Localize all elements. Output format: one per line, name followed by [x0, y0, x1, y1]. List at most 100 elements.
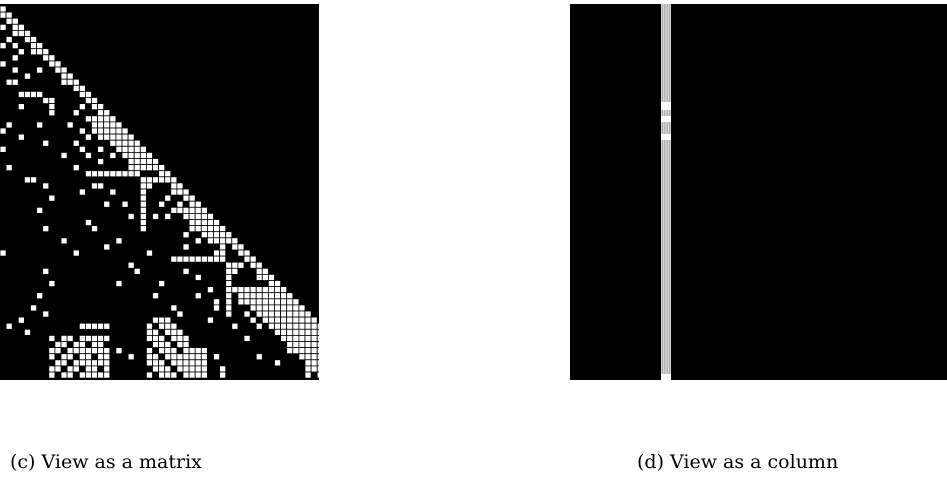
matrix-cell — [78, 103, 86, 111]
matrix-cell — [60, 78, 68, 86]
matrix-cell — [91, 359, 98, 367]
matrix-cell — [133, 267, 141, 275]
matrix-cell — [97, 341, 105, 348]
matrix-cell — [158, 334, 166, 342]
matrix-cell — [310, 353, 318, 361]
matrix-cell — [54, 365, 62, 373]
matrix-cell — [164, 328, 172, 336]
matrix-cell — [194, 273, 202, 281]
matrix-cell — [42, 225, 50, 233]
matrix-cell — [213, 298, 220, 306]
matrix-cell — [139, 219, 147, 226]
matrix-cell — [292, 322, 300, 330]
matrix-cell — [11, 78, 19, 86]
matrix-cell — [274, 304, 281, 312]
matrix-cell — [243, 292, 251, 300]
matrix-cell — [255, 353, 263, 361]
matrix-cell — [0, 145, 7, 153]
matrix-cell — [85, 365, 92, 373]
matrix-cell — [5, 322, 13, 330]
matrix-cell — [115, 133, 123, 141]
matrix-cell — [97, 127, 105, 135]
matrix-cell — [158, 170, 166, 178]
matrix-cell — [0, 5, 7, 13]
matrix-cell — [109, 170, 117, 178]
column-view-panel — [570, 4, 947, 380]
matrix-cell — [152, 292, 159, 300]
matrix-cell — [97, 353, 105, 361]
matrix-cell — [121, 170, 129, 178]
matrix-cell — [182, 365, 190, 373]
matrix-cell — [91, 365, 98, 373]
matrix-cell — [274, 292, 281, 300]
matrix-cell — [17, 48, 25, 56]
matrix-cell — [225, 304, 233, 312]
matrix-cell — [213, 219, 220, 226]
matrix-cell — [78, 145, 86, 153]
matrix-cell — [145, 158, 153, 165]
matrix-cell — [194, 255, 202, 263]
matrix-cell — [182, 353, 190, 361]
matrix-cell — [298, 353, 306, 361]
matrix-cell — [304, 359, 312, 367]
matrix-cell — [127, 139, 135, 147]
matrix-cell — [109, 188, 117, 196]
matrix-cell — [48, 60, 56, 68]
matrix-cell — [316, 347, 319, 355]
matrix-cell — [182, 231, 190, 239]
matrix-cell — [231, 286, 239, 294]
matrix-cell — [304, 316, 312, 324]
matrix-cell — [249, 255, 257, 263]
matrix-cell — [133, 145, 141, 153]
matrix-cell — [91, 127, 98, 135]
matrix-cell — [225, 237, 233, 245]
matrix-cell — [316, 328, 319, 336]
matrix-cell — [176, 365, 184, 373]
matrix-cell — [127, 212, 135, 220]
matrix-cell — [274, 280, 281, 287]
matrix-cell — [85, 334, 92, 342]
matrix-cell — [103, 127, 111, 135]
matrix-cell — [231, 243, 239, 251]
matrix-cell — [30, 42, 37, 50]
matrix-cell — [304, 334, 312, 342]
matrix-cell — [48, 194, 56, 202]
matrix-cell — [255, 298, 263, 306]
matrix-cell — [5, 11, 13, 19]
matrix-cell — [5, 164, 13, 172]
matrix-cell — [109, 121, 117, 129]
matrix-cell — [170, 322, 178, 330]
matrix-cell — [0, 11, 7, 19]
matrix-cell — [255, 304, 263, 312]
matrix-cell — [219, 371, 227, 379]
matrix-cell — [298, 310, 306, 318]
matrix-cell — [30, 48, 37, 56]
matrix-cell — [225, 310, 233, 318]
matrix-cell — [139, 212, 147, 220]
matrix-cell — [103, 170, 111, 178]
matrix-cell — [206, 231, 214, 239]
column-grid-line — [664, 4, 666, 380]
matrix-cell — [91, 341, 98, 348]
matrix-cell — [36, 48, 44, 56]
matrix-cell — [286, 347, 294, 355]
matrix-cell — [152, 158, 159, 165]
matrix-cell — [72, 109, 80, 117]
matrix-cell — [200, 231, 208, 239]
matrix-cell — [176, 359, 184, 367]
matrix-cell — [85, 151, 92, 159]
matrix-cell — [145, 334, 153, 342]
matrix-cell — [152, 328, 159, 336]
matrix-cell — [267, 316, 275, 324]
matrix-cell — [164, 170, 172, 178]
matrix-cell — [97, 158, 105, 165]
matrix-cell — [194, 219, 202, 226]
matrix-cell — [78, 188, 86, 196]
matrix-cell — [85, 353, 92, 361]
column-grid-line — [666, 4, 668, 380]
matrix-cell — [206, 212, 214, 220]
matrix-cell — [97, 371, 105, 379]
matrix-cell — [164, 347, 172, 355]
matrix-cell — [188, 359, 196, 367]
matrix-cell — [103, 121, 111, 129]
